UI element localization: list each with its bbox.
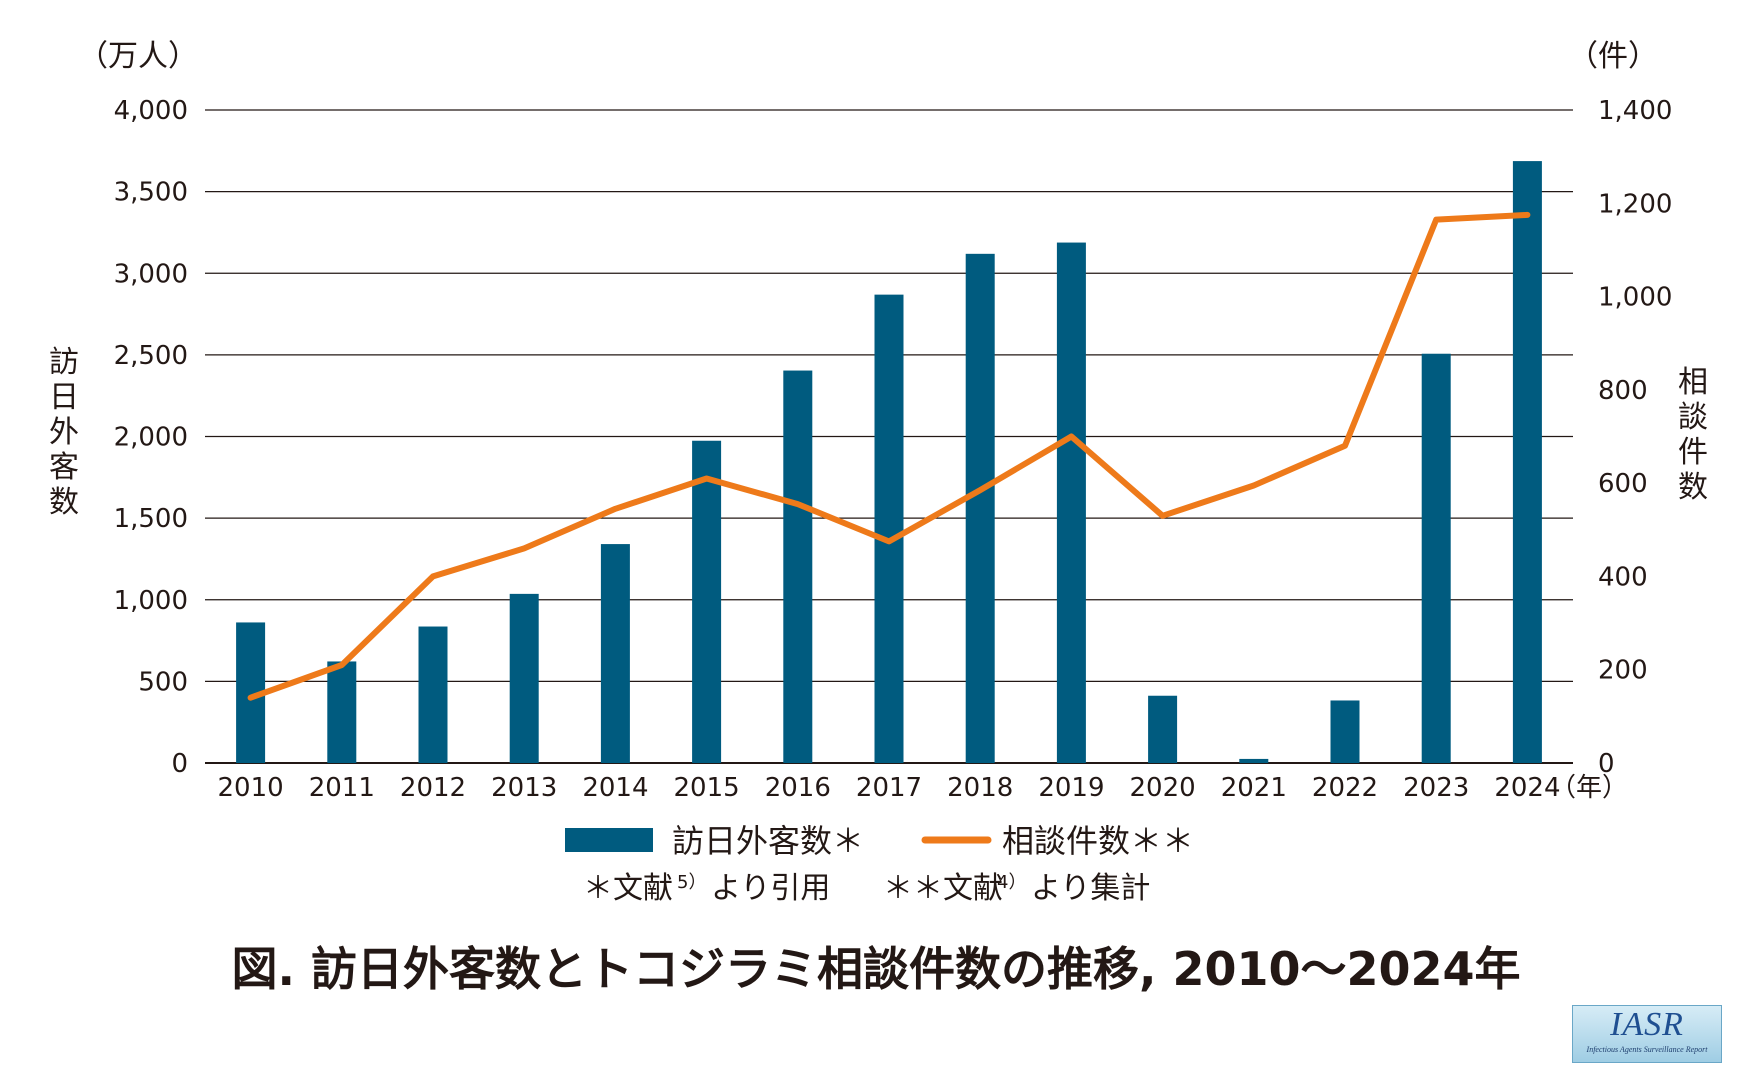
note1-text: ＊文献 [583,871,673,906]
right-tick-label: 1,200 [1598,189,1672,219]
left-axis-title-char: 訪 [49,345,79,380]
note1-tail: より引用 [711,871,830,906]
bar [692,440,722,763]
x-tick-label: 2017 [856,773,922,803]
logo-main-text: IASR [1610,1006,1684,1043]
x-tick-label: 2012 [400,773,466,803]
right-axis-ticks: 0 200 400 600 800 1,000 1,200 1,400 [1598,96,1672,779]
note2-tail: より集計 [1031,871,1150,906]
source-notes: ＊文献 5） より引用 ＊＊文献 4） より集計 [583,871,1150,906]
right-axis-title-char: 相 [1678,365,1708,400]
line-series-path [247,211,1531,701]
left-tick-label: 1,000 [114,586,188,616]
legend: 訪日外客数＊ 相談件数＊＊ [565,822,1194,860]
x-tick-label: 2019 [1038,773,1104,803]
right-tick-label: 1,000 [1598,283,1672,313]
x-tick-label: 2015 [674,773,740,803]
x-tick-label: 2022 [1312,773,1378,803]
x-tick-label: 2023 [1403,773,1469,803]
right-tick-label: 200 [1598,656,1648,686]
x-tick-label: 2014 [582,773,648,803]
bar [509,593,539,763]
x-tick-label: 2011 [309,773,375,803]
note2-sup: 4） [997,872,1026,893]
right-tick-label: 0 [1598,749,1615,779]
left-tick-label: 1,500 [114,504,188,534]
bar [783,370,813,763]
chart-title: 図. 訪日外客数とトコジラミ相談件数の推移, 2010～2024年 [231,942,1520,996]
right-axis-title-char: 数 [1678,470,1708,505]
x-axis-ticks: 2010 2011 2012 2013 2014 2015 2016 2017 2018 2019… [218,773,1561,803]
x-tick-label: 2018 [947,773,1013,803]
bar-series [236,161,1542,764]
right-axis-title-char: 件 [1678,435,1708,470]
x-tick-label: 2013 [491,773,557,803]
line-series [247,211,1531,701]
right-tick-label: 800 [1598,376,1648,406]
left-axis-title-char: 外 [49,415,79,450]
left-axis-title-char: 客 [49,450,79,485]
left-tick-label: 3,000 [114,259,188,289]
legend-bar-swatch [565,828,653,852]
left-axis-title: 訪日外客数 [49,345,79,520]
left-tick-label: 0 [171,749,188,779]
left-axis-title-char: 日 [49,380,79,415]
bar [1056,242,1086,763]
iasr-logo: IASR Infectious Agents Surveillance Repo… [1572,1005,1722,1063]
bar [418,626,448,763]
legend-bar-label: 訪日外客数＊ [672,822,864,860]
right-tick-label: 600 [1598,469,1648,499]
logo-sub-text: Infectious Agents Surveillance Report [1586,1045,1708,1054]
bar [1148,695,1178,763]
right-axis-title-char: 談 [1678,400,1708,435]
right-axis-title: 相談件数 [1678,365,1708,505]
x-tick-label: 2016 [765,773,831,803]
right-tick-label: 1,400 [1598,96,1672,126]
bar [1330,700,1360,763]
bar [1239,758,1269,763]
left-tick-label: 4,000 [114,96,188,126]
left-axis-ticks: 0 500 1,000 1,500 2,000 2,500 3,000 3,500 4,000 [114,96,188,779]
left-tick-label: 2,500 [114,341,188,371]
bar [1512,161,1542,764]
note1-sup: 5） [677,872,706,893]
x-tick-label: 2021 [1221,773,1287,803]
right-axis-unit: （件） [1568,39,1658,74]
right-tick-label: 400 [1598,562,1648,592]
left-tick-label: 3,500 [114,178,188,208]
bar [874,294,904,763]
x-tick-label: 2010 [218,773,284,803]
x-axis-unit: （年） [1550,773,1628,803]
left-axis-unit: （万人） [78,39,198,74]
x-tick-label: 2024 [1494,773,1560,803]
note2-text: ＊＊文献 [883,871,1003,906]
left-tick-label: 2,000 [114,423,188,453]
legend-line-label: 相談件数＊＊ [1002,822,1194,860]
left-tick-label: 500 [138,667,188,697]
left-axis-title-char: 数 [49,485,79,520]
bar [327,661,357,763]
bar [600,544,630,763]
x-tick-label: 2020 [1130,773,1196,803]
bar [965,253,995,764]
bar [1421,353,1451,763]
